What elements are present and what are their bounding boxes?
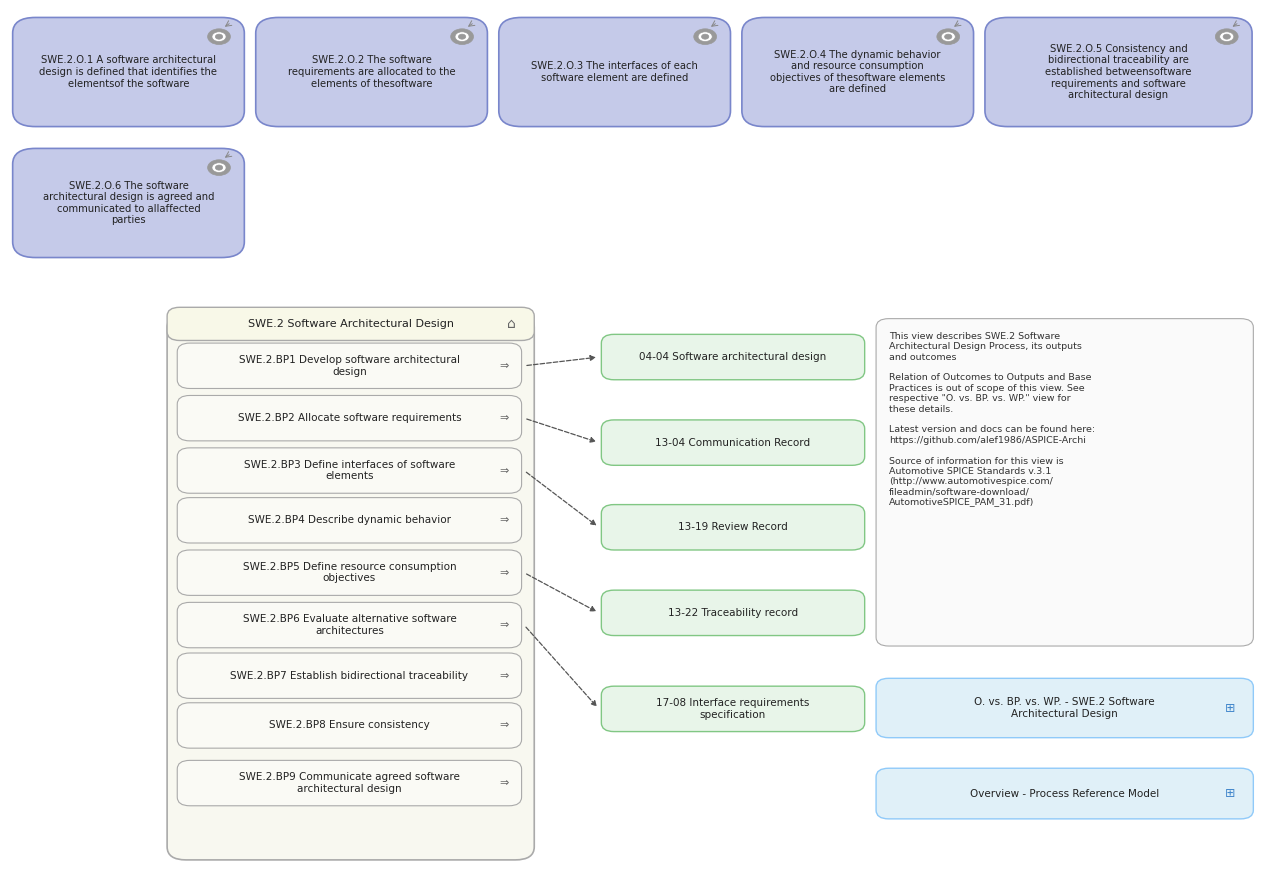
Circle shape: [698, 31, 713, 42]
Text: SWE.2.BP4 Describe dynamic behavior: SWE.2.BP4 Describe dynamic behavior: [248, 515, 451, 526]
FancyBboxPatch shape: [601, 686, 865, 732]
FancyBboxPatch shape: [742, 17, 974, 127]
Text: 04-04 Software architectural design: 04-04 Software architectural design: [639, 352, 827, 362]
Text: ⇒: ⇒: [499, 465, 509, 476]
FancyBboxPatch shape: [177, 395, 522, 441]
Circle shape: [454, 31, 470, 42]
FancyBboxPatch shape: [177, 760, 522, 806]
FancyBboxPatch shape: [985, 17, 1252, 127]
Text: SWE.2.O.6 The software
architectural design is agreed and
communicated to allaff: SWE.2.O.6 The software architectural des…: [43, 181, 214, 225]
Text: SWE.2.BP1 Develop software architectural
design: SWE.2.BP1 Develop software architectural…: [239, 355, 460, 376]
Circle shape: [451, 29, 473, 45]
Text: ⇒: ⇒: [499, 413, 509, 423]
Text: SWE.2 Software Architectural Design: SWE.2 Software Architectural Design: [248, 319, 453, 329]
Text: SWE.2.BP6 Evaluate alternative software
architectures: SWE.2.BP6 Evaluate alternative software …: [243, 615, 456, 636]
Circle shape: [701, 34, 709, 39]
Text: ⇒: ⇒: [499, 361, 509, 371]
FancyBboxPatch shape: [601, 334, 865, 380]
FancyBboxPatch shape: [13, 148, 244, 258]
Circle shape: [1223, 34, 1231, 39]
Text: SWE.2.O.5 Consistency and
bidirectional traceability are
established betweensoft: SWE.2.O.5 Consistency and bidirectional …: [1046, 44, 1191, 100]
Text: SWE.2.O.2 The software
requirements are allocated to the
elements of thesoftware: SWE.2.O.2 The software requirements are …: [287, 55, 456, 89]
Circle shape: [215, 165, 223, 170]
FancyBboxPatch shape: [177, 653, 522, 698]
FancyBboxPatch shape: [177, 703, 522, 748]
FancyBboxPatch shape: [256, 17, 487, 127]
Circle shape: [458, 34, 466, 39]
Circle shape: [208, 29, 230, 45]
Text: ⇒: ⇒: [499, 620, 509, 630]
Circle shape: [211, 162, 227, 173]
Circle shape: [694, 29, 717, 45]
Text: ⇒: ⇒: [499, 515, 509, 526]
Text: 13-22 Traceability record: 13-22 Traceability record: [668, 608, 798, 618]
Text: SWE.2.BP9 Communicate agreed software
architectural design: SWE.2.BP9 Communicate agreed software ar…: [239, 773, 460, 794]
Text: SWE.2.O.3 The interfaces of each
software element are defined: SWE.2.O.3 The interfaces of each softwar…: [532, 61, 698, 83]
FancyBboxPatch shape: [167, 314, 534, 860]
FancyBboxPatch shape: [601, 420, 865, 465]
FancyBboxPatch shape: [177, 498, 522, 543]
FancyBboxPatch shape: [13, 17, 244, 127]
Text: ⇒: ⇒: [499, 670, 509, 681]
Text: SWE.2.O.4 The dynamic behavior
and resource consumption
objectives of thesoftwar: SWE.2.O.4 The dynamic behavior and resou…: [770, 50, 946, 94]
Text: ⌂: ⌂: [508, 317, 515, 331]
Text: 17-08 Interface requirements
specification: 17-08 Interface requirements specificati…: [656, 698, 810, 719]
Text: SWE.2.BP2 Allocate software requirements: SWE.2.BP2 Allocate software requirements: [238, 413, 461, 423]
FancyBboxPatch shape: [876, 678, 1253, 738]
Circle shape: [937, 29, 960, 45]
FancyBboxPatch shape: [601, 590, 865, 636]
Text: This view describes SWE.2 Software
Architectural Design Process, its outputs
and: This view describes SWE.2 Software Archi…: [889, 332, 1095, 507]
FancyBboxPatch shape: [499, 17, 730, 127]
Circle shape: [941, 31, 956, 42]
Text: ⇒: ⇒: [499, 567, 509, 578]
Text: SWE.2.BP5 Define resource consumption
objectives: SWE.2.BP5 Define resource consumption ob…: [243, 562, 456, 583]
Text: ⇒: ⇒: [499, 778, 509, 788]
FancyBboxPatch shape: [177, 602, 522, 648]
FancyBboxPatch shape: [601, 505, 865, 550]
Circle shape: [1219, 31, 1234, 42]
Text: ⇒: ⇒: [499, 720, 509, 731]
Circle shape: [208, 160, 230, 175]
FancyBboxPatch shape: [167, 307, 534, 340]
FancyBboxPatch shape: [177, 550, 522, 595]
FancyBboxPatch shape: [177, 343, 522, 388]
Text: 13-19 Review Record: 13-19 Review Record: [679, 522, 787, 533]
Text: SWE.2.O.1 A software architectural
design is defined that identifies the
element: SWE.2.O.1 A software architectural desig…: [39, 55, 218, 89]
Text: 13-04 Communication Record: 13-04 Communication Record: [656, 437, 810, 448]
FancyBboxPatch shape: [876, 768, 1253, 819]
Circle shape: [1215, 29, 1238, 45]
Text: SWE.2.BP3 Define interfaces of software
elements: SWE.2.BP3 Define interfaces of software …: [244, 460, 454, 481]
Circle shape: [215, 34, 223, 39]
Text: SWE.2.BP8 Ensure consistency: SWE.2.BP8 Ensure consistency: [270, 720, 429, 731]
Text: O. vs. BP. vs. WP. - SWE.2 Software
Architectural Design: O. vs. BP. vs. WP. - SWE.2 Software Arch…: [975, 698, 1155, 718]
Text: ⊞: ⊞: [1225, 702, 1236, 714]
FancyBboxPatch shape: [876, 319, 1253, 646]
Text: Overview - Process Reference Model: Overview - Process Reference Model: [970, 788, 1160, 799]
Circle shape: [211, 31, 227, 42]
Text: ⊞: ⊞: [1225, 787, 1236, 800]
Circle shape: [944, 34, 952, 39]
FancyBboxPatch shape: [177, 448, 522, 493]
Text: SWE.2.BP7 Establish bidirectional traceability: SWE.2.BP7 Establish bidirectional tracea…: [230, 670, 468, 681]
